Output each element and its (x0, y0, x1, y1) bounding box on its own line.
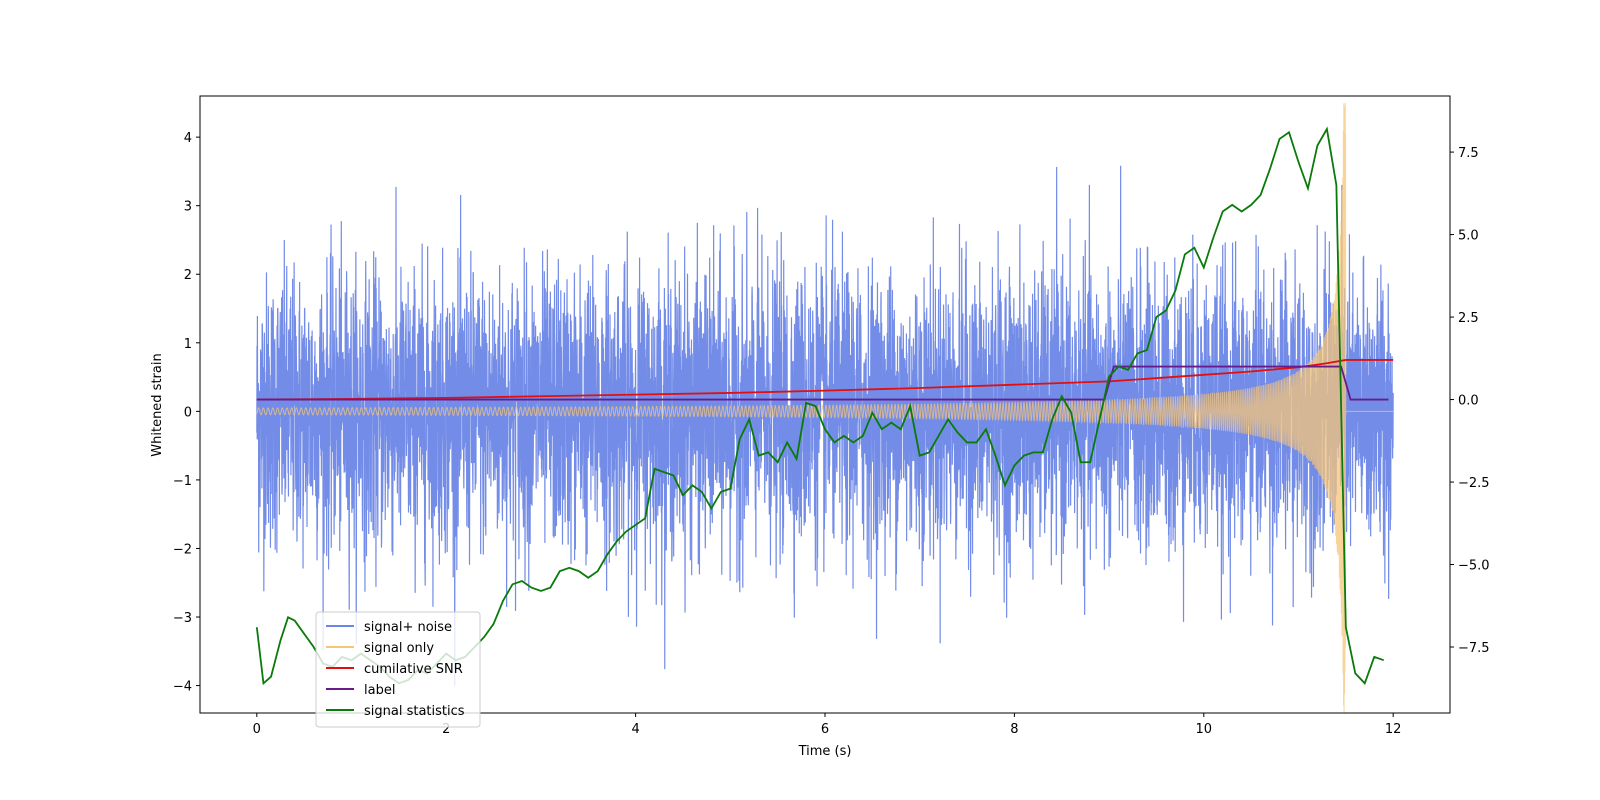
y-axis-right: −7.5 −5.0 −2.5 0.0 2.5 5.0 7.5 (1450, 146, 1490, 656)
legend-label: cumilative SNR (364, 662, 463, 677)
x-axis-label: Time (s) (798, 744, 852, 759)
series-line-label (256, 365, 1389, 401)
y-axis-left: −4 −3 −2 −1 0 1 2 3 4 (173, 131, 200, 695)
y-tick-label: 0 (184, 405, 192, 420)
y2-tick-label: 7.5 (1458, 146, 1479, 161)
y2-tick-label: 5.0 (1458, 229, 1479, 244)
series-line-signal-only (256, 102, 1394, 713)
x-tick-label: 6 (821, 722, 829, 737)
y-tick-label: 4 (184, 131, 192, 146)
y-tick-label: −3 (173, 611, 192, 626)
y2-tick-label: 0.0 (1458, 394, 1479, 409)
x-tick-label: 0 (253, 722, 261, 737)
y-tick-label: −2 (173, 542, 192, 557)
legend-label: label (364, 683, 395, 698)
y2-tick-label: −7.5 (1458, 641, 1490, 656)
y-tick-label: −4 (173, 680, 192, 695)
x-tick-label: 2 (442, 722, 450, 737)
legend-label: signal statistics (364, 704, 465, 719)
x-tick-label: 12 (1385, 722, 1402, 737)
legend-label: signal only (364, 641, 434, 656)
series-line-cumilative-snr (256, 359, 1394, 401)
y-tick-label: 3 (184, 200, 192, 215)
x-tick-label: 4 (631, 722, 639, 737)
y-tick-label: 2 (184, 268, 192, 283)
x-tick-label: 10 (1196, 722, 1213, 737)
y2-tick-label: −5.0 (1458, 559, 1490, 574)
y2-tick-label: 2.5 (1458, 311, 1479, 326)
x-tick-label: 8 (1010, 722, 1018, 737)
legend-box (315, 611, 481, 728)
y-axis-label: Whitened strain (150, 353, 165, 456)
legend: signal+ noise signal only cumilative SNR la… (315, 611, 481, 728)
legend-label: signal+ noise (364, 620, 452, 635)
series-layer (255, 102, 1394, 713)
y-tick-label: 1 (184, 337, 192, 352)
y2-tick-label: −2.5 (1458, 476, 1490, 491)
y-tick-label: −1 (173, 474, 192, 489)
